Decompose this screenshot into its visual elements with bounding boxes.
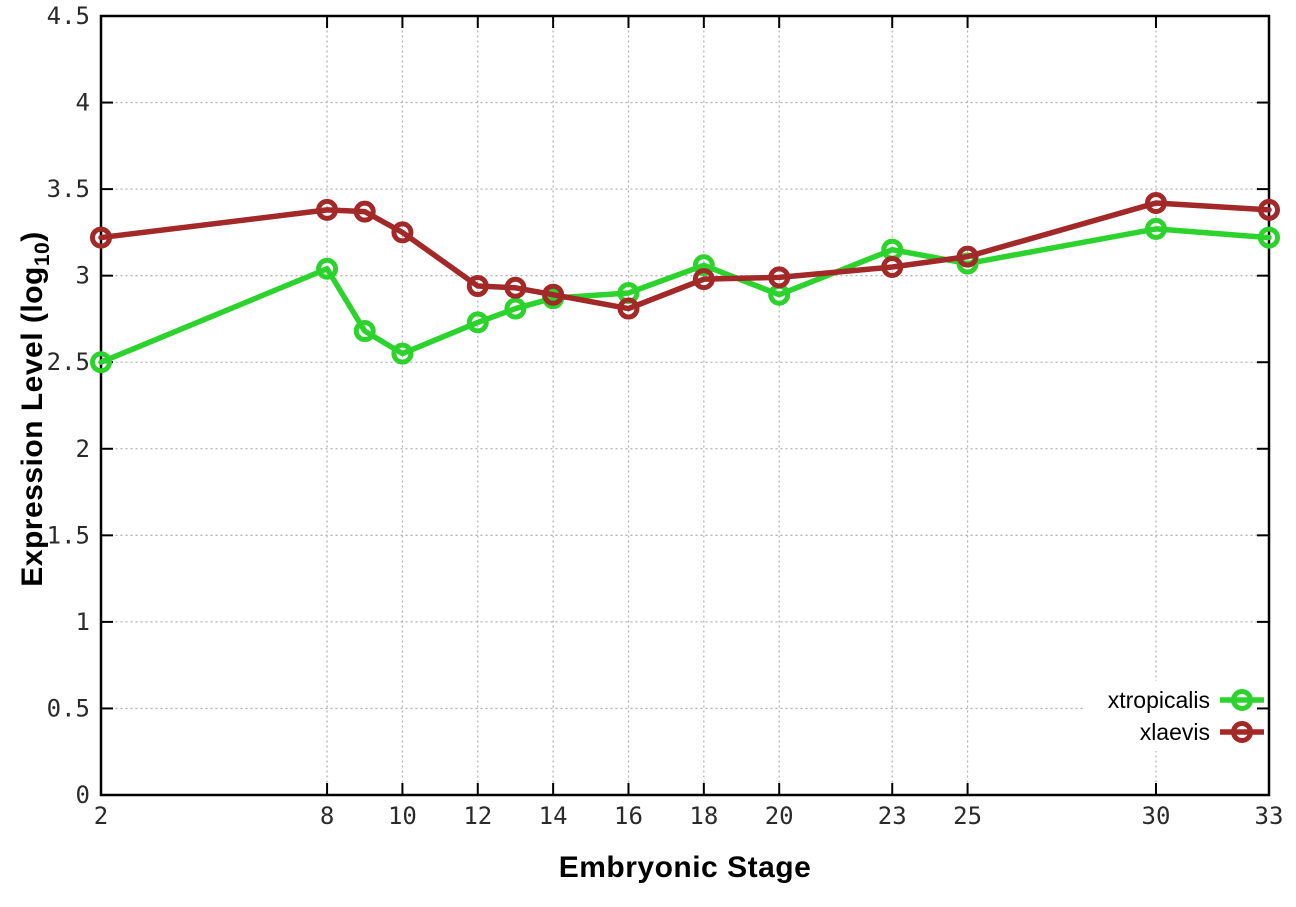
legend-background (1083, 681, 1259, 751)
data-point-xtropicalis-stage-33 (1258, 226, 1280, 249)
data-point-xtropicalis-stage-13 (504, 297, 527, 320)
y-tick-label-1: 1 (76, 608, 90, 636)
y-tick-label-4: 4 (76, 89, 90, 117)
data-point-xtropicalis-stage-8 (316, 257, 339, 280)
x-tick-label-8: 8 (320, 802, 334, 830)
data-point-xlaevis-stage-12 (466, 275, 489, 298)
legend-label-xtropicalis: xtropicalis (1107, 686, 1210, 713)
data-point-xtropicalis-stage-12 (466, 311, 489, 334)
y-axis-title-text: Expression Level (log (16, 266, 49, 587)
data-point-xlaevis-stage-13 (504, 276, 527, 299)
y-tick-label-1.5: 1.5 (47, 521, 90, 549)
data-point-xtropicalis-stage-30 (1144, 217, 1167, 240)
data-point-xtropicalis-stage-18 (692, 254, 715, 277)
y-tick-label-0: 0 (76, 781, 90, 809)
y-axis-title-subscript: 10 (31, 241, 54, 267)
legend-item-xlaevis: xlaevis (1108, 716, 1264, 748)
x-tick-label-18: 18 (689, 802, 718, 830)
y-tick-label-3.5: 3.5 (47, 175, 90, 203)
x-tick-label-33: 33 (1255, 802, 1284, 830)
data-point-xtropicalis-stage-2 (90, 351, 112, 374)
y-tick-label-2.5: 2.5 (47, 348, 90, 376)
data-point-xlaevis-stage-14 (542, 283, 565, 306)
x-tick-label-30: 30 (1142, 802, 1171, 830)
data-point-xlaevis-stage-8 (316, 198, 339, 221)
data-point-xlaevis-stage-10 (391, 221, 414, 244)
legend-point-sample-icon (1231, 689, 1253, 711)
legend-label-xlaevis: xlaevis (1139, 718, 1210, 745)
data-point-xtropicalis-stage-10 (391, 342, 414, 365)
data-point-xlaevis-stage-23 (881, 256, 904, 279)
x-tick-label-25: 25 (953, 802, 982, 830)
data-point-xlaevis-stage-16 (617, 297, 640, 320)
y-axis-title: Expression Level (log10) (16, 9, 54, 809)
data-point-xtropicalis-stage-9 (353, 320, 376, 343)
y-tick-label-2: 2 (76, 435, 90, 463)
x-tick-label-14: 14 (539, 802, 568, 830)
data-point-xlaevis-stage-18 (692, 268, 715, 291)
legend-item-xtropicalis: xtropicalis (1108, 684, 1264, 716)
y-axis-title-close: ) (16, 231, 49, 242)
data-point-xlaevis-stage-30 (1144, 191, 1167, 214)
y-tick-label-3: 3 (76, 262, 90, 290)
data-point-xlaevis-stage-20 (768, 266, 791, 289)
x-tick-label-16: 16 (614, 802, 643, 830)
legend-marker-xtropicalis (1220, 689, 1264, 711)
data-point-xlaevis-stage-25 (956, 245, 979, 268)
x-tick-label-10: 10 (388, 802, 417, 830)
data-point-xlaevis-stage-2 (90, 226, 112, 249)
x-tick-label-20: 20 (765, 802, 794, 830)
x-axis-title: Embryonic Stage (558, 851, 812, 884)
data-point-xlaevis-stage-33 (1258, 198, 1280, 221)
legend: xtropicalis xlaevis (1108, 684, 1264, 748)
legend-marker-xlaevis (1220, 721, 1264, 743)
legend-point-sample-icon (1231, 721, 1253, 743)
plot-border (99, 14, 1271, 797)
data-point-xlaevis-stage-9 (353, 200, 376, 223)
x-tick-label-2: 2 (94, 802, 108, 830)
y-tick-label-0.5: 0.5 (47, 694, 90, 722)
x-tick-label-23: 23 (878, 802, 907, 830)
x-tick-label-12: 12 (463, 802, 492, 830)
series-line-xtropicalis (98, 226, 1272, 365)
y-tick-label-4.5: 4.5 (47, 2, 90, 30)
